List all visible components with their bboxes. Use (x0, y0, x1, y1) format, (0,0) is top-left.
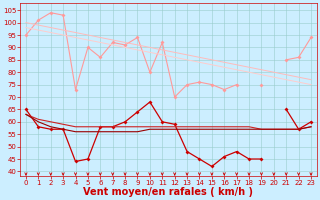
X-axis label: Vent moyen/en rafales ( km/h ): Vent moyen/en rafales ( km/h ) (84, 187, 253, 197)
